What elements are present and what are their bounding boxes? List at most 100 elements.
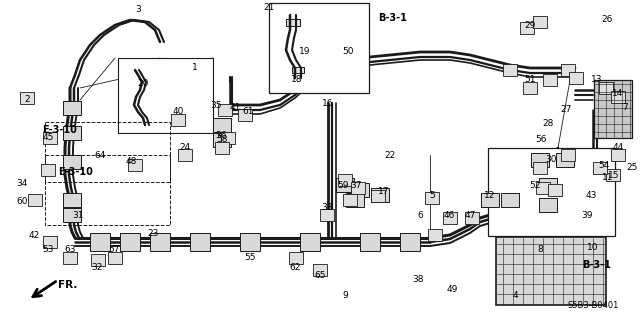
Text: 62: 62	[289, 263, 301, 272]
Bar	[561, 64, 575, 76]
Text: 11: 11	[602, 174, 614, 182]
Text: 52: 52	[529, 181, 541, 189]
Bar	[28, 194, 42, 206]
Text: S5B3-B0401: S5B3-B0401	[568, 300, 620, 309]
Bar	[63, 208, 81, 222]
Text: 47: 47	[464, 211, 476, 219]
Text: 58: 58	[216, 136, 228, 145]
Bar	[343, 194, 357, 206]
Text: B-3-1: B-3-1	[582, 260, 611, 270]
Bar	[63, 126, 81, 140]
Text: 2: 2	[24, 95, 30, 105]
Bar	[178, 149, 192, 161]
Bar	[320, 209, 334, 221]
Text: 8: 8	[537, 246, 543, 255]
Text: 30: 30	[545, 155, 557, 165]
Bar	[425, 192, 439, 204]
Text: 51: 51	[524, 76, 536, 85]
Text: 45: 45	[42, 133, 54, 143]
Text: 12: 12	[484, 190, 496, 199]
Bar	[539, 178, 557, 192]
Bar	[190, 233, 210, 251]
Bar	[531, 153, 549, 167]
Text: 24: 24	[179, 144, 191, 152]
Text: 55: 55	[244, 254, 256, 263]
Bar	[90, 233, 110, 251]
Text: 36: 36	[215, 130, 227, 139]
Bar	[346, 193, 364, 207]
Bar	[520, 22, 534, 34]
Text: 40: 40	[172, 108, 184, 116]
Bar	[481, 193, 499, 207]
Text: 46: 46	[444, 211, 454, 219]
Bar	[240, 233, 260, 251]
Bar	[465, 212, 479, 224]
Text: 39: 39	[581, 211, 593, 219]
Bar	[351, 182, 365, 194]
Bar	[213, 133, 231, 147]
Text: 22: 22	[385, 151, 396, 160]
Text: 10: 10	[588, 243, 599, 253]
Text: 16: 16	[323, 99, 333, 108]
Text: 9: 9	[342, 291, 348, 300]
Bar	[503, 64, 517, 76]
Bar	[539, 198, 557, 212]
Bar	[128, 159, 142, 171]
Bar	[428, 229, 442, 241]
Text: 65: 65	[314, 271, 326, 279]
Text: 63: 63	[64, 246, 76, 255]
Bar	[43, 236, 57, 248]
Bar	[63, 193, 81, 207]
Text: 15: 15	[608, 170, 620, 180]
Text: 31: 31	[72, 211, 84, 219]
Text: 41: 41	[229, 103, 241, 113]
Text: 53: 53	[42, 246, 54, 255]
Text: 20: 20	[138, 79, 148, 88]
Text: 64: 64	[94, 151, 106, 160]
Bar	[215, 142, 229, 154]
Bar	[606, 169, 620, 181]
Bar	[371, 190, 385, 202]
Bar	[171, 114, 185, 126]
Text: 29: 29	[524, 20, 536, 29]
Bar	[45, 122, 170, 182]
Text: 14: 14	[612, 88, 624, 98]
Bar	[43, 132, 57, 144]
Bar	[336, 178, 354, 192]
Bar	[292, 67, 304, 73]
Bar	[360, 233, 380, 251]
Bar	[443, 212, 457, 224]
Bar	[338, 174, 352, 186]
Text: 48: 48	[125, 158, 137, 167]
Text: 59: 59	[337, 181, 349, 189]
Bar	[533, 162, 547, 174]
Text: 26: 26	[602, 16, 612, 25]
Text: 37: 37	[350, 181, 362, 189]
Bar	[536, 182, 550, 194]
Text: 61: 61	[243, 108, 253, 116]
Bar	[221, 132, 235, 144]
Bar	[120, 233, 140, 251]
Text: 33: 33	[321, 204, 333, 212]
Bar	[594, 80, 632, 138]
Text: 5: 5	[429, 190, 435, 199]
Bar	[45, 155, 170, 225]
Bar	[593, 162, 607, 174]
Text: FR.: FR.	[58, 280, 77, 290]
Bar	[269, 3, 369, 93]
Text: 25: 25	[627, 164, 637, 173]
Text: 1: 1	[192, 63, 198, 72]
Bar	[533, 16, 547, 28]
Bar	[63, 252, 77, 264]
Text: 38: 38	[412, 276, 424, 285]
Text: 42: 42	[28, 231, 40, 240]
Text: 3: 3	[135, 5, 141, 14]
Bar	[611, 91, 625, 103]
Text: 27: 27	[560, 106, 572, 115]
Bar	[569, 72, 583, 84]
Text: 6: 6	[417, 211, 423, 219]
Text: 54: 54	[598, 160, 610, 169]
Text: 13: 13	[591, 76, 603, 85]
Bar	[543, 74, 557, 86]
Bar	[63, 101, 81, 115]
